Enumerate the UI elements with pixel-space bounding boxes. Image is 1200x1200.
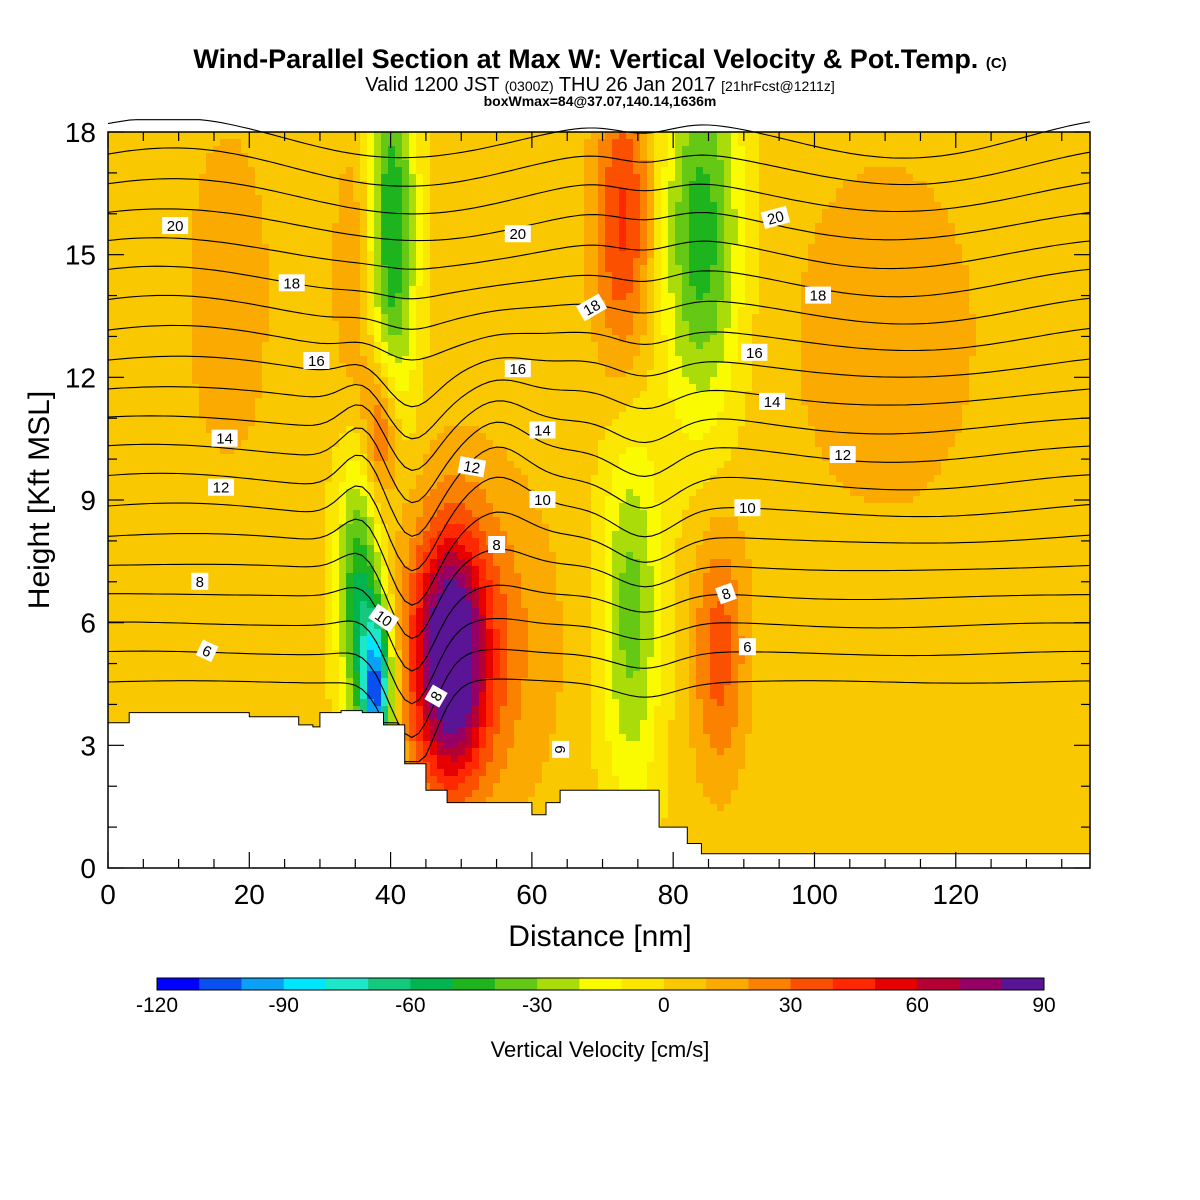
colorbar-tick-label: 60	[906, 994, 929, 1017]
contour-label-text: 6	[551, 745, 568, 753]
colorbar-swatch	[410, 978, 453, 990]
contour-label-text: 12	[462, 458, 481, 478]
colorbar-label: Vertical Velocity [cm/s]	[0, 1037, 1200, 1063]
contour-label: 14	[212, 430, 238, 448]
colorbar-tick-label: -30	[522, 994, 552, 1017]
x-tick-label: 100	[791, 879, 838, 910]
contour-label-text: 8	[492, 537, 500, 554]
colorbar-swatch	[326, 978, 369, 990]
contour-label: 18	[279, 274, 305, 292]
contour-label: 10	[734, 499, 760, 517]
colorbar-swatch	[664, 978, 707, 990]
colorbar-tick-label: -90	[269, 994, 299, 1017]
contour-label-text: 16	[308, 353, 325, 370]
x-axis-label: Distance [nm]	[0, 920, 1200, 954]
colorbar-swatch	[284, 978, 327, 990]
contour-label-text: 14	[216, 431, 233, 448]
x-tick-label: 60	[516, 879, 547, 910]
colorbar-tick-label: 30	[779, 994, 802, 1017]
figure: 66688881010 1012121214 141416 161618181820 2…	[0, 0, 1200, 1200]
contour-label-text: 10	[534, 492, 551, 509]
contour-label: 10	[530, 491, 556, 509]
colorbar-swatch	[495, 978, 538, 990]
colorbar-swatch	[368, 978, 411, 990]
colorbar-swatch	[537, 978, 580, 990]
contour-label: 12	[830, 446, 856, 464]
y-tick-label: 3	[80, 730, 96, 761]
y-tick-label: 0	[80, 853, 96, 884]
y-tick-label: 15	[65, 240, 96, 271]
contour-label-text: 18	[283, 275, 300, 292]
x-tick-label: 20	[234, 879, 265, 910]
contour-label-text: 20	[509, 226, 526, 243]
contour-label: 20	[505, 225, 531, 243]
x-tick-label: 80	[658, 879, 689, 910]
contour-label: 16	[505, 360, 531, 378]
x-tick-label: 40	[375, 879, 406, 910]
colorbar-swatch	[453, 978, 496, 990]
contour-label-text: 16	[746, 345, 763, 362]
contour-label-text: 16	[509, 361, 526, 378]
contour-label: 6	[551, 741, 569, 758]
y-tick-label: 18	[65, 117, 96, 148]
contour-label-text: 8	[196, 574, 204, 591]
colorbar-swatch	[875, 978, 918, 990]
y-tick-label: 12	[65, 362, 96, 393]
contour-label-text: 14	[764, 394, 781, 411]
colorbar-swatch	[960, 978, 1003, 990]
contour-label: 16	[741, 344, 767, 362]
y-tick-label: 9	[80, 485, 96, 516]
colorbar-swatch	[241, 978, 284, 990]
colorbar-swatch	[706, 978, 749, 990]
contour-label: 8	[191, 573, 208, 591]
contour-label-text: 12	[834, 447, 851, 464]
colorbar-swatch	[791, 978, 834, 990]
contour-label-text: 6	[743, 639, 751, 656]
colorbar-swatch	[199, 978, 242, 990]
colorbar-swatch	[157, 978, 200, 990]
contour-label: 14	[759, 393, 785, 411]
colorbar-swatch	[622, 978, 665, 990]
contour-label-text: 18	[810, 288, 827, 305]
contour-label: 18	[805, 287, 831, 305]
colorbar-swatch	[1002, 978, 1045, 990]
x-tick-label: 0	[100, 879, 116, 910]
contour-label: 6	[739, 638, 756, 656]
contour-label-text: 20	[167, 218, 184, 235]
colorbar-swatch	[917, 978, 960, 990]
colorbar: -120 -90 -60 -30 0 30 60 90	[136, 978, 1056, 1017]
colorbar-tick-label: 90	[1032, 994, 1055, 1017]
contour-label: 20	[162, 217, 188, 235]
contour-label: 14	[530, 422, 556, 440]
contour-label: 16	[303, 352, 329, 370]
colorbar-tick-label: -60	[395, 994, 425, 1017]
contour-label: 8	[488, 536, 505, 554]
contour-label-text: 14	[534, 423, 551, 440]
contour-label-text: 10	[739, 500, 756, 517]
colorbar-tick-label: 0	[658, 994, 670, 1017]
colorbar-swatch	[748, 978, 791, 990]
y-tick-label: 6	[80, 608, 96, 639]
contour-label-text: 12	[213, 480, 230, 497]
colorbar-swatch	[833, 978, 876, 990]
contour-label: 12	[208, 479, 234, 497]
y-axis-label: Height [Kft MSL]	[23, 330, 57, 670]
x-tick-label: 120	[932, 879, 979, 910]
colorbar-tick-label: -120	[136, 994, 178, 1017]
colorbar-swatch	[579, 978, 622, 990]
